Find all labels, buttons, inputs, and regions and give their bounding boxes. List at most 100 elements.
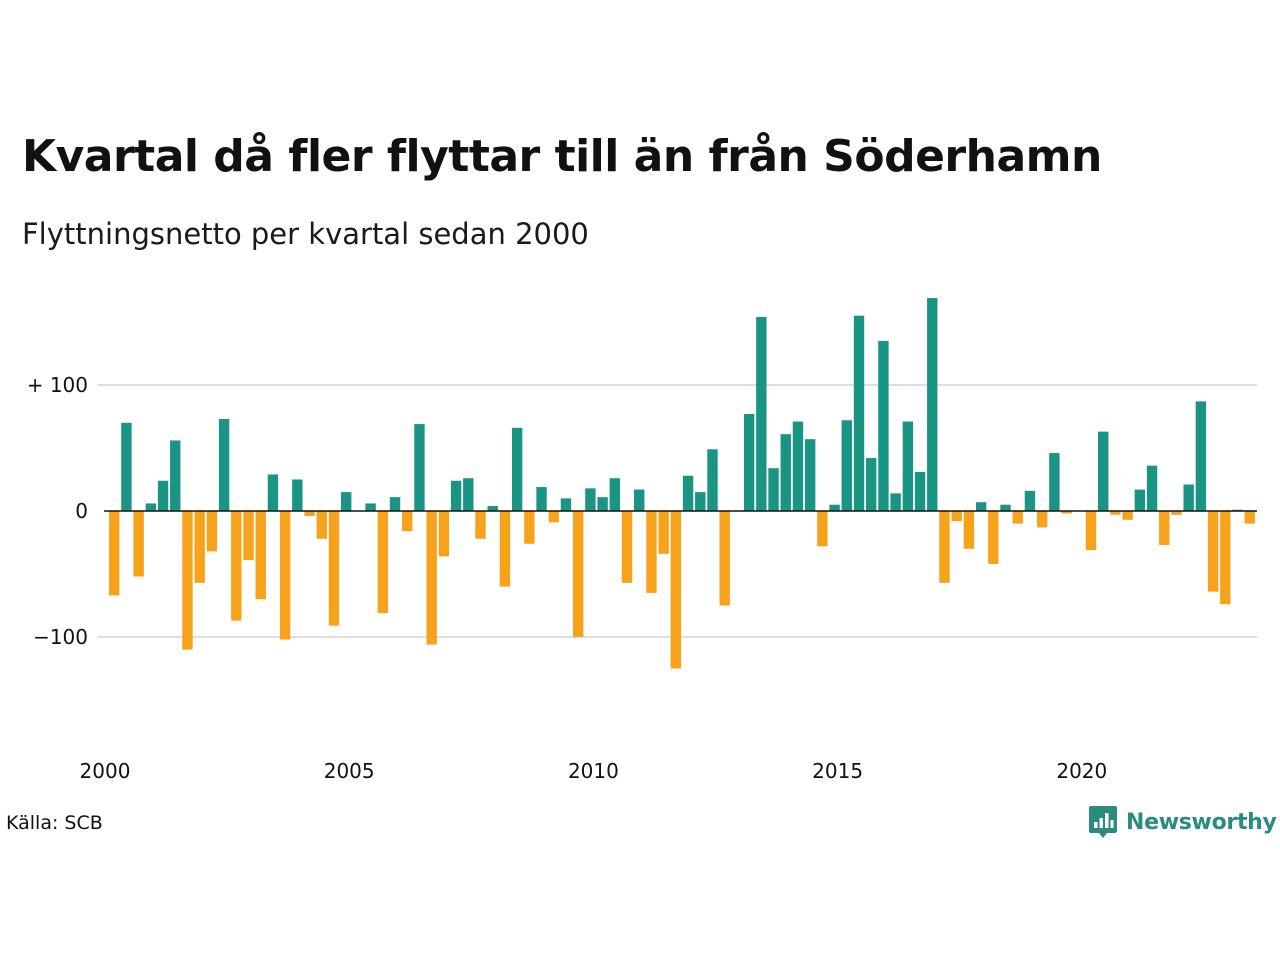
bar-2021-k2 (1146, 465, 1158, 511)
bar-2004-k3 (328, 511, 340, 626)
bar-2022-k1 (1183, 484, 1194, 511)
bar-2018-k1 (988, 511, 999, 564)
bar-2019-k3 (1061, 511, 1072, 514)
bar-2019-k2 (1049, 453, 1060, 511)
bar-2000-k1 (109, 511, 120, 596)
x-tick-label: 2015 (812, 759, 863, 783)
bar-2020-k4 (1122, 511, 1133, 520)
bar-2000-k4 (145, 503, 157, 511)
x-tick-label: 2020 (1056, 759, 1107, 783)
bar-2000-k3 (133, 511, 144, 577)
bar-2021-k1 (1134, 489, 1146, 511)
bar-2014-k2 (804, 439, 816, 511)
bar-2011-k3 (670, 511, 682, 669)
bar-2022-k4 (1220, 511, 1231, 605)
bar-2010-k1 (597, 497, 608, 511)
bar-2004-k2 (316, 511, 327, 539)
bar-2016-k3 (914, 471, 926, 511)
bar-2021-k3 (1159, 511, 1170, 546)
source-note: Källa: SCB (6, 812, 103, 834)
bar-2002-k1 (206, 511, 218, 552)
bar-2002-k4 (243, 511, 254, 561)
bar-2010-k3 (621, 511, 633, 583)
x-tick-label: 2010 (568, 759, 619, 783)
bar-2008-k4 (536, 487, 547, 511)
bar-2014-k1 (792, 421, 804, 511)
bar-2022-k2 (1195, 401, 1207, 511)
bar-2010-k4 (634, 489, 645, 511)
y-tick-label: −100 (33, 625, 88, 649)
chart-title: Kvartal då fler flyttar till än från Söd… (22, 131, 1102, 182)
bar-2023-k2 (1244, 511, 1255, 524)
bar-2006-k4 (438, 511, 450, 557)
bar-2018-k2 (1000, 504, 1011, 511)
bar-2007-k3 (475, 511, 486, 539)
bars (109, 298, 1255, 669)
bar-2005-k2 (365, 503, 376, 511)
bar-2014-k4 (829, 504, 840, 511)
bar-2003-k2 (267, 474, 279, 511)
bar-2015-k2 (853, 315, 865, 511)
bar-2008-k1 (499, 511, 511, 587)
bar-2011-k2 (658, 511, 669, 554)
y-tick-label: 0 (75, 499, 88, 523)
bar-2015-k4 (878, 340, 889, 511)
bar-2005-k4 (389, 497, 401, 511)
bar-2018-k4 (1024, 490, 1036, 511)
bar-2015-k1 (841, 420, 852, 511)
y-axis-labels: + 100 0 −100 (27, 373, 88, 649)
bar-2013-k2 (756, 316, 767, 511)
bar-2012-k1 (695, 492, 706, 511)
bar-2017-k4 (975, 502, 987, 511)
bar-2017-k2 (951, 511, 962, 522)
bar-2017-k1 (939, 511, 950, 583)
bar-2004-k1 (304, 511, 315, 517)
bar-2020-k1 (1085, 511, 1097, 551)
bar-2019-k1 (1036, 511, 1048, 528)
bar-2008-k3 (524, 511, 535, 544)
bar-2004-k4 (340, 492, 352, 511)
bar-2012-k2 (707, 449, 718, 511)
bar-2003-k4 (292, 479, 303, 511)
bar-2013-k1 (743, 413, 755, 511)
newsworthy-logo-icon (1089, 806, 1117, 838)
bar-2016-k1 (890, 493, 901, 511)
bar-2022-k3 (1207, 511, 1219, 592)
bar-2020-k3 (1110, 511, 1121, 515)
bar-2009-k3 (572, 511, 584, 637)
bar-2007-k2 (463, 478, 474, 511)
chart-subtitle: Flyttningsnetto per kvartal sedan 2000 (22, 217, 589, 251)
bar-2009-k4 (585, 488, 596, 511)
bar-2007-k4 (487, 505, 498, 511)
bar-2006-k2 (414, 424, 425, 511)
bar-2015-k3 (866, 458, 877, 511)
x-tick-label: 2000 (80, 759, 131, 783)
x-tick-label: 2005 (324, 759, 375, 783)
bar-2013-k4 (780, 434, 791, 511)
bar-2008-k2 (511, 427, 523, 511)
bar-2020-k2 (1098, 431, 1109, 511)
bar-2002-k2 (218, 419, 230, 511)
bar-2002-k3 (231, 511, 242, 621)
bar-2001-k2 (170, 440, 181, 511)
y-tick-label: + 100 (27, 373, 88, 397)
brand-name: Newsworthy (1126, 809, 1277, 835)
bar-2011-k1 (646, 511, 657, 593)
bar-2018-k3 (1012, 511, 1023, 524)
bar-2005-k3 (377, 511, 389, 614)
bar-2003-k1 (255, 511, 266, 600)
bar-2012-k3 (719, 511, 730, 606)
bar-2013-k3 (768, 468, 779, 511)
bar-2016-k4 (927, 298, 938, 511)
x-axis-labels: 2000 2005 2010 2015 2020 (80, 759, 1108, 783)
bar-2001-k1 (157, 480, 169, 511)
bar-2014-k3 (817, 511, 828, 547)
bar-2016-k2 (902, 421, 914, 511)
bar-2000-k2 (121, 422, 132, 511)
bar-2017-k3 (963, 511, 975, 549)
bar-2001-k4 (194, 511, 205, 583)
bar-2009-k2 (560, 498, 572, 511)
bar-2011-k4 (682, 475, 694, 511)
bar-2006-k1 (402, 511, 413, 532)
